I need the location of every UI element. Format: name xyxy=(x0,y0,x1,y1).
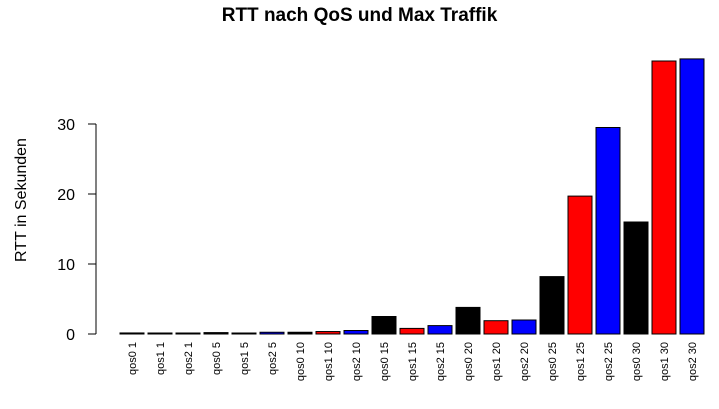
y-axis: 0 10 20 30 xyxy=(57,117,97,344)
x-tick-label: qos0 10 xyxy=(295,342,307,381)
x-tick-label: qos1 5 xyxy=(239,342,251,375)
x-tick-label: qos0 20 xyxy=(463,342,475,381)
x-tick-label: qos0 5 xyxy=(211,342,223,375)
x-tick-label: qos1 30 xyxy=(659,342,671,381)
bar-qos1-20 xyxy=(483,320,509,335)
bar-qos2-10 xyxy=(343,330,369,335)
x-tick-label: qos0 25 xyxy=(547,342,559,381)
bars xyxy=(119,58,705,335)
x-tick-label: qos1 25 xyxy=(575,342,587,381)
x-tick-label: qos1 10 xyxy=(323,342,335,381)
bar-qos0-25 xyxy=(539,276,565,335)
x-tick-label: qos0 30 xyxy=(631,342,643,381)
x-tick-label: qos2 1 xyxy=(183,342,195,375)
x-tick-label: qos2 5 xyxy=(267,342,279,375)
bar-qos0-1 xyxy=(119,332,145,335)
bar-qos2-1 xyxy=(175,332,201,335)
bar-qos2-25 xyxy=(595,127,621,335)
y-tick-label: 10 xyxy=(57,257,75,274)
bar-qos0-20 xyxy=(455,306,481,335)
bar-qos0-5 xyxy=(203,332,229,335)
bar-qos2-15 xyxy=(427,325,453,335)
x-tick-label: qos1 1 xyxy=(155,342,167,375)
x-tick-labels: qos0 1 qos1 1 qos2 1 qos0 5 qos1 5 qos2 5 qos0… xyxy=(127,342,699,381)
bar-qos0-15 xyxy=(371,316,397,335)
bar-qos2-30 xyxy=(679,58,705,335)
x-tick-label: qos2 15 xyxy=(435,342,447,381)
bar-qos0-30 xyxy=(623,221,649,335)
bar-qos1-10 xyxy=(315,331,341,335)
bar-qos1-5 xyxy=(231,332,257,335)
chart-title: RTT nach QoS und Max Traffik xyxy=(221,5,498,26)
bar-qos1-25 xyxy=(567,195,593,335)
x-tick-label: qos2 10 xyxy=(351,342,363,381)
bar-qos0-10 xyxy=(287,331,313,335)
x-tick-label: qos0 15 xyxy=(379,342,391,381)
y-tick-label: 0 xyxy=(66,327,75,344)
x-tick-label: qos2 20 xyxy=(519,342,531,381)
x-tick-label: qos2 30 xyxy=(687,342,699,381)
bar-qos1-30 xyxy=(651,60,677,335)
bar-qos2-20 xyxy=(511,319,537,335)
x-tick-label: qos1 15 xyxy=(407,342,419,381)
bar-qos1-15 xyxy=(399,327,425,335)
bar-qos2-5 xyxy=(259,331,285,335)
bar-qos1-1 xyxy=(147,332,173,335)
x-tick-label: qos1 20 xyxy=(491,342,503,381)
x-tick-label: qos0 1 xyxy=(127,342,139,375)
y-tick-label: 30 xyxy=(57,117,75,134)
y-tick-label: 20 xyxy=(57,187,75,204)
x-tick-label: qos2 25 xyxy=(603,342,615,381)
